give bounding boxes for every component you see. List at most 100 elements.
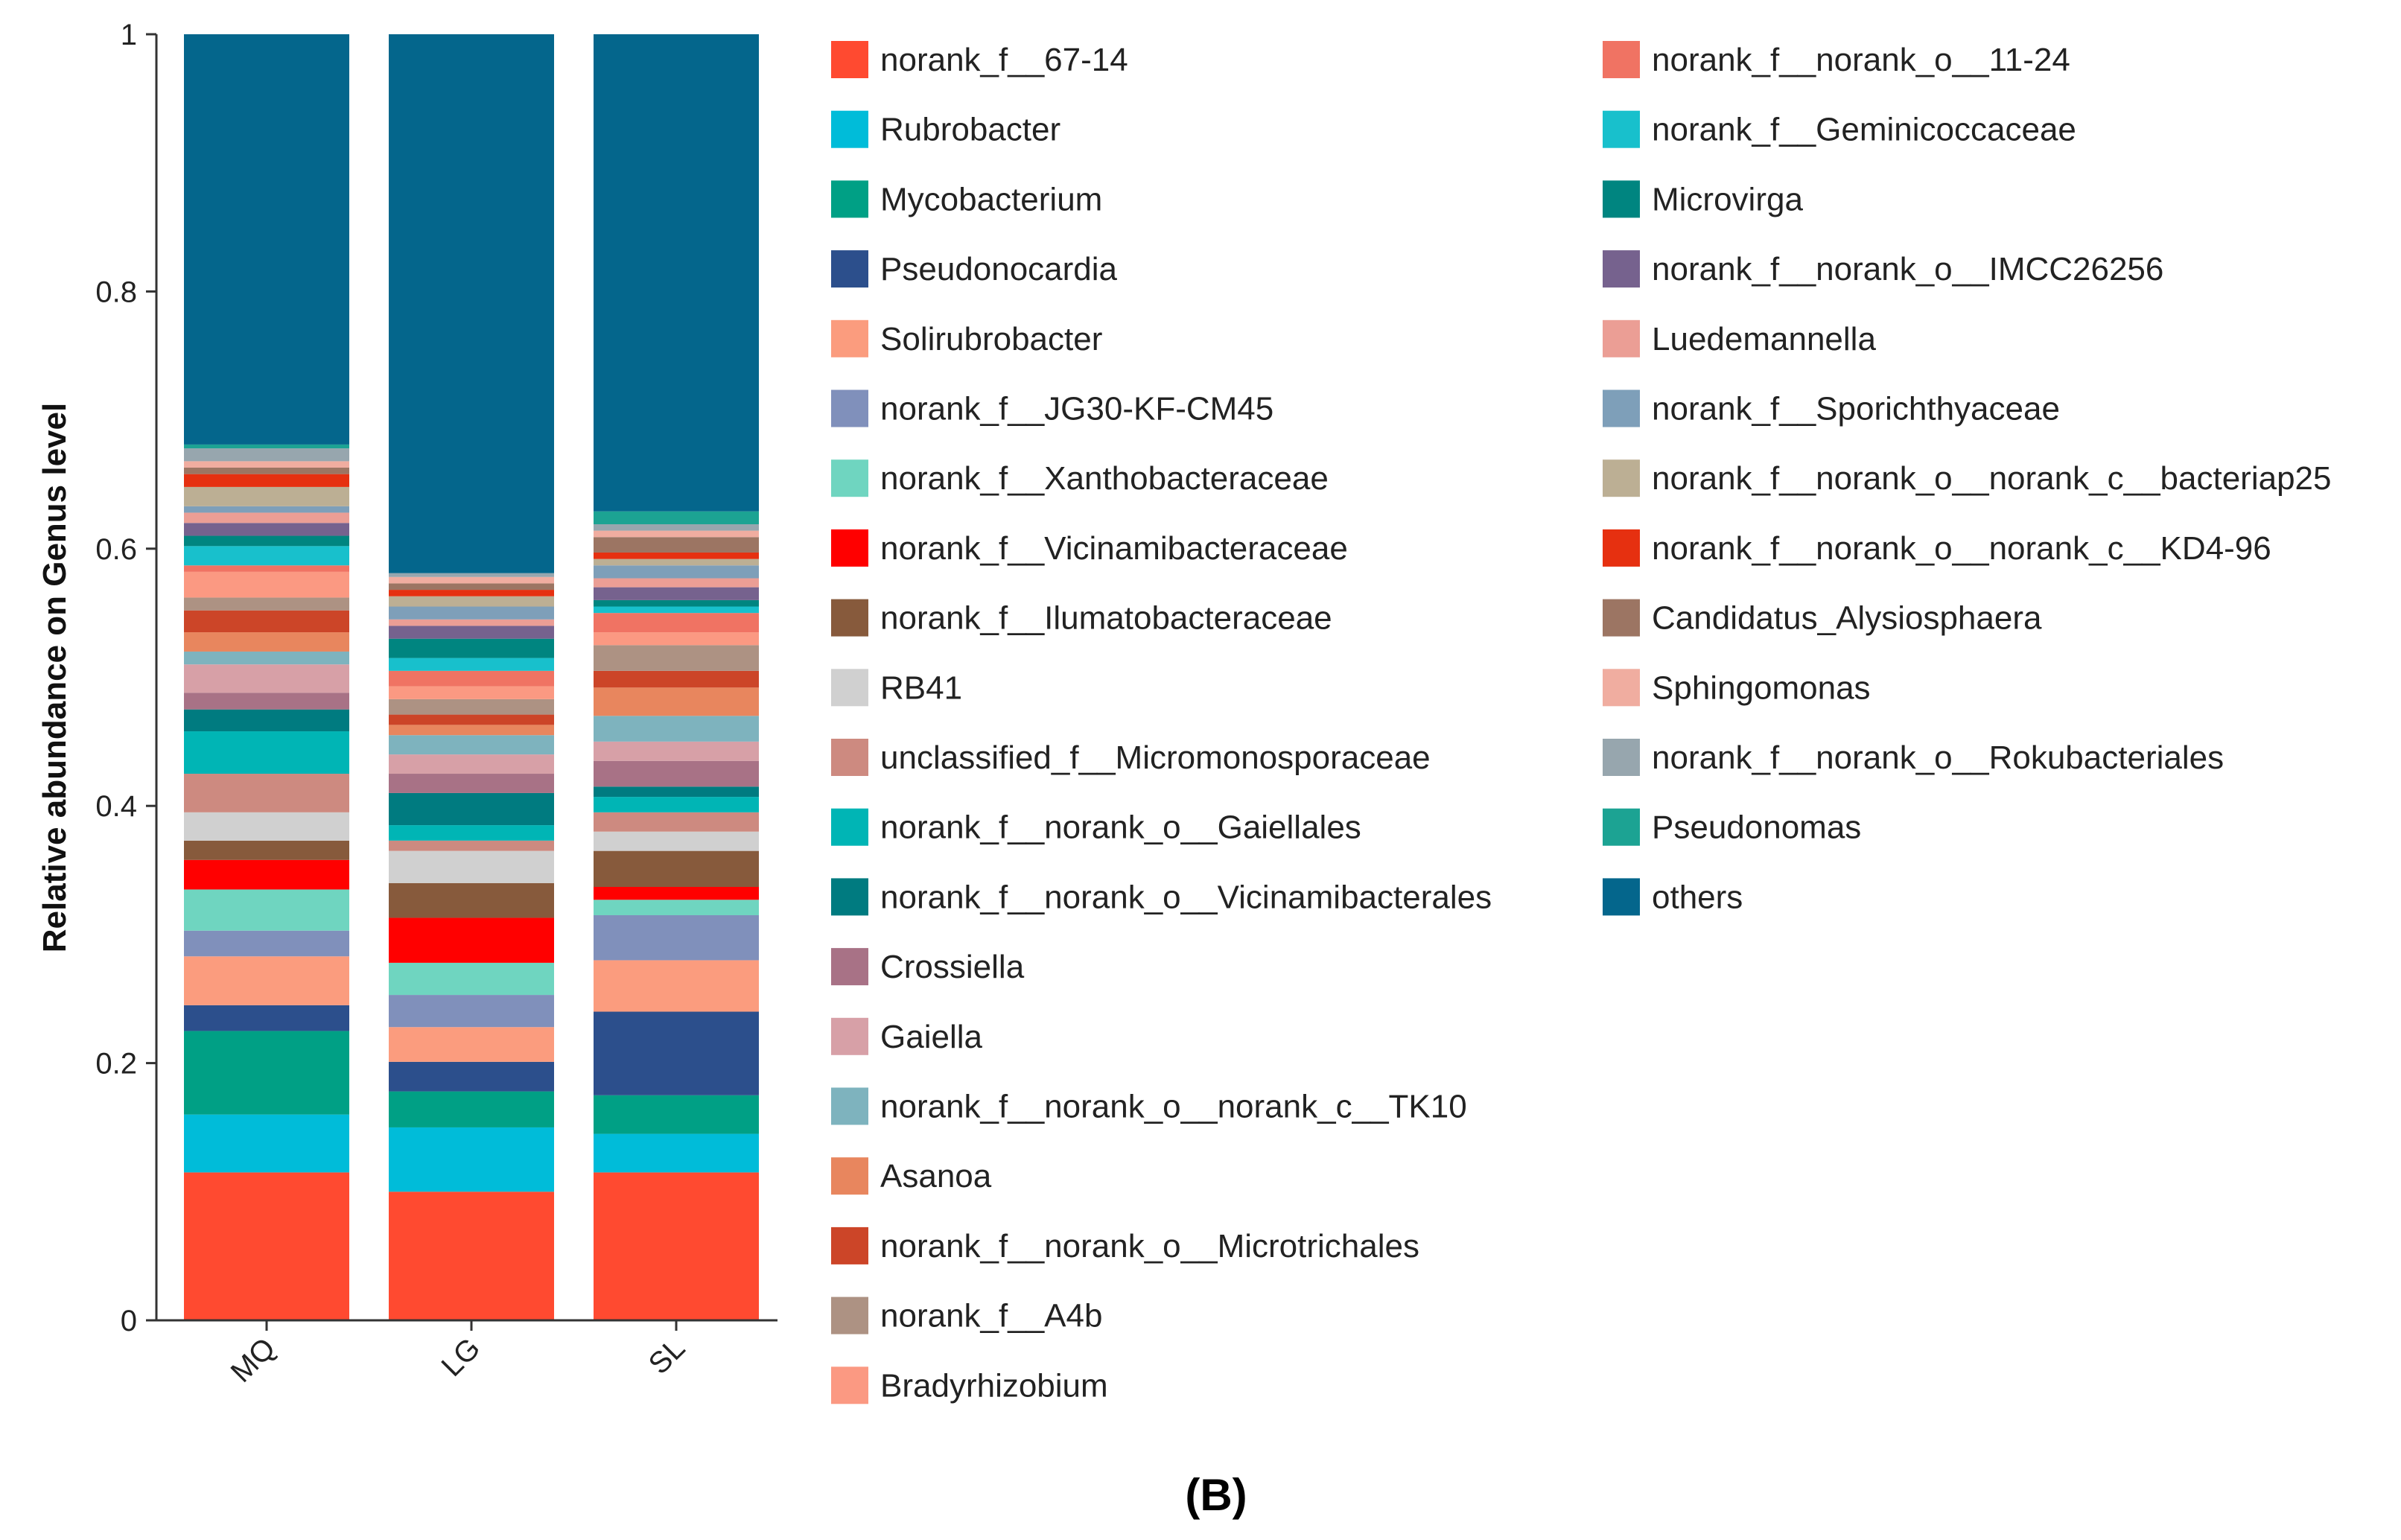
legend-swatch <box>1603 739 1640 776</box>
bar-segment-LG-3 <box>389 1091 554 1127</box>
legend-label: norank_f__norank_o__11-24 <box>1652 42 2070 78</box>
bar-segment-MQ-29 <box>184 467 349 474</box>
legend-label: Sphingomonas <box>1652 669 1871 706</box>
y-tick-label: 0 <box>121 1305 137 1337</box>
legend-swatch <box>831 41 868 78</box>
bar-segment-MQ-19 <box>184 597 349 611</box>
x-ticks: MQ LG SL <box>225 1320 691 1389</box>
bars-layer <box>184 34 759 1320</box>
bar-segment-MQ-6 <box>184 930 349 957</box>
bar-segment-MQ-31 <box>184 448 349 462</box>
bar-segment-SL-26 <box>594 565 759 579</box>
legend-swatch <box>1603 808 1640 846</box>
legend-label: Gaiella <box>880 1019 982 1055</box>
legend-swatch <box>831 599 868 637</box>
y-tick-label: 0.4 <box>95 790 137 823</box>
legend-swatch <box>831 180 868 218</box>
legend-label: norank_f__67-14 <box>880 42 1128 78</box>
axes-layer <box>155 34 777 1322</box>
bar-segment-LG-11 <box>389 840 554 851</box>
bar-segment-MQ-25 <box>184 512 349 524</box>
bar-segment-SL-33 <box>594 34 759 512</box>
legend-swatch <box>1603 41 1640 78</box>
bar-segment-LG-4 <box>389 1061 554 1092</box>
bar-segment-SL-15 <box>594 741 759 761</box>
bar-segment-SL-17 <box>594 687 759 716</box>
bar-segment-LG-27 <box>389 596 554 607</box>
bar-segment-MQ-3 <box>184 1031 349 1115</box>
legend-swatch <box>831 1296 868 1334</box>
legend-label: Bradyrhizobium <box>880 1367 1108 1404</box>
legend-label: norank_f__Ilumatobacteraceae <box>880 600 1332 637</box>
legend-swatch <box>831 1017 868 1055</box>
bar-segment-MQ-13 <box>184 709 349 732</box>
bar-segment-LG-10 <box>389 850 554 883</box>
bar-segment-MQ-26 <box>184 506 349 513</box>
legend-label: norank_f__norank_o__norank_c__TK10 <box>880 1089 1467 1125</box>
legend-label: Mycobacterium <box>880 181 1102 217</box>
bar-segment-LG-23 <box>389 638 554 658</box>
legend-swatch <box>831 739 868 776</box>
legend-label: norank_f__norank_o__norank_c__bacteriap2… <box>1652 460 2331 497</box>
bar-segment-MQ-8 <box>184 859 349 890</box>
legend-swatch <box>1603 878 1640 916</box>
legend-swatch <box>1603 250 1640 288</box>
legend-label: norank_f__JG30-KF-CM45 <box>880 391 1273 427</box>
bar-segment-SL-27 <box>594 559 759 566</box>
x-tick-label-MQ: MQ <box>225 1331 282 1389</box>
bar-segment-SL-7 <box>594 900 759 915</box>
bar-segment-MQ-30 <box>184 461 349 468</box>
bar-segment-MQ-27 <box>184 486 349 506</box>
bar-segment-LG-25 <box>389 619 554 626</box>
bar-segment-MQ-33 <box>184 34 349 445</box>
legend-label: Candidatus_Alysiosphaera <box>1652 600 2042 637</box>
y-tick-label: 0.6 <box>95 533 137 566</box>
bar-segment-LG-29 <box>389 583 554 591</box>
bar-segment-MQ-9 <box>184 840 349 860</box>
bar-segment-LG-18 <box>389 714 554 725</box>
bar-segment-SL-23 <box>594 599 759 607</box>
legend-label: norank_f__Sporichthyaceae <box>1652 391 2060 427</box>
bar-segment-MQ-4 <box>184 1005 349 1031</box>
legend-label: Crossiella <box>880 949 1025 985</box>
bar-segment-MQ-32 <box>184 444 349 449</box>
bar-segment-SL-20 <box>594 632 759 646</box>
bar-segment-LG-14 <box>389 774 554 793</box>
bar-segment-MQ-24 <box>184 523 349 536</box>
legend-swatch <box>1603 110 1640 148</box>
legend-label: Pseudonomas <box>1652 809 1861 846</box>
bar-segment-MQ-16 <box>184 651 349 665</box>
legend-label: unclassified_f__Micromonosporaceae <box>880 739 1431 776</box>
legend-label: norank_f__norank_o__Rokubacteriales <box>1652 739 2224 776</box>
legend-label: Microvirga <box>1652 181 1803 217</box>
bar-segment-SL-9 <box>594 850 759 888</box>
bar-segment-LG-15 <box>389 754 554 774</box>
bar-segment-SL-1 <box>594 1172 759 1320</box>
bar-segment-MQ-11 <box>184 774 349 812</box>
bar-segment-SL-31 <box>594 524 759 531</box>
legend-swatch <box>831 319 868 357</box>
bar-segment-SL-19 <box>594 645 759 671</box>
legend-swatch <box>1603 319 1640 357</box>
x-tick-label-LG: LG <box>436 1331 487 1383</box>
bar-segment-SL-13 <box>594 786 759 798</box>
panel-label: (B) <box>1185 1470 1247 1520</box>
legend-swatch <box>831 529 868 567</box>
bar-segment-LG-19 <box>389 699 554 715</box>
legend-label: norank_f__norank_o__IMCC26256 <box>1652 251 2163 287</box>
bar-segment-MQ-1 <box>184 1172 349 1320</box>
bar-segment-SL-4 <box>594 1011 759 1095</box>
bar-segment-LG-6 <box>389 995 554 1028</box>
legend-swatch <box>831 808 868 846</box>
bar-segment-SL-8 <box>594 887 759 900</box>
bar-segment-SL-32 <box>594 511 759 524</box>
legend-label: norank_f__norank_o__norank_c__KD4-96 <box>1652 530 2271 567</box>
bar-segment-MQ-7 <box>184 889 349 931</box>
bar-segment-SL-21 <box>594 613 759 633</box>
bar-segment-MQ-5 <box>184 956 349 1005</box>
legend-swatch <box>831 669 868 707</box>
legend-label: Pseudonocardia <box>880 251 1118 287</box>
legend-swatch <box>831 110 868 148</box>
legend-swatch <box>1603 599 1640 637</box>
legend-swatch <box>1603 389 1640 427</box>
